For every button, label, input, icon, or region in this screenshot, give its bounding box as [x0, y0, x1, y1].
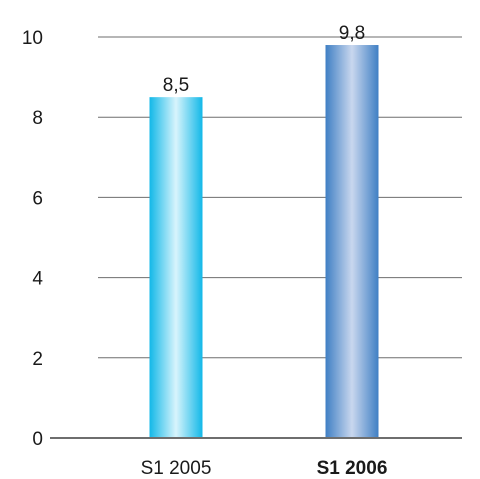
data-label: 8,5: [163, 75, 189, 96]
bars: [149, 45, 379, 439]
y-tick-label: 6: [32, 188, 43, 209]
x-tick-label: S1 2005: [141, 458, 212, 479]
y-tick-label: 4: [32, 269, 43, 290]
x-tick-label: S1 2006: [317, 458, 388, 479]
data-label: 9,8: [339, 23, 365, 44]
y-tick-label: 2: [32, 349, 43, 370]
value-labels: 8,5 9,8: [163, 23, 365, 96]
y-tick-label: 8: [32, 108, 43, 129]
y-tick-label: 10: [22, 28, 43, 49]
x-axis: S1 2005 S1 2006: [50, 437, 462, 479]
y-axis-ticks: 0 2 4 6 8 10: [22, 28, 44, 450]
bar-s1-2006: [325, 45, 379, 439]
bar-s1-2005: [149, 97, 203, 439]
y-tick-label: 0: [32, 429, 43, 450]
